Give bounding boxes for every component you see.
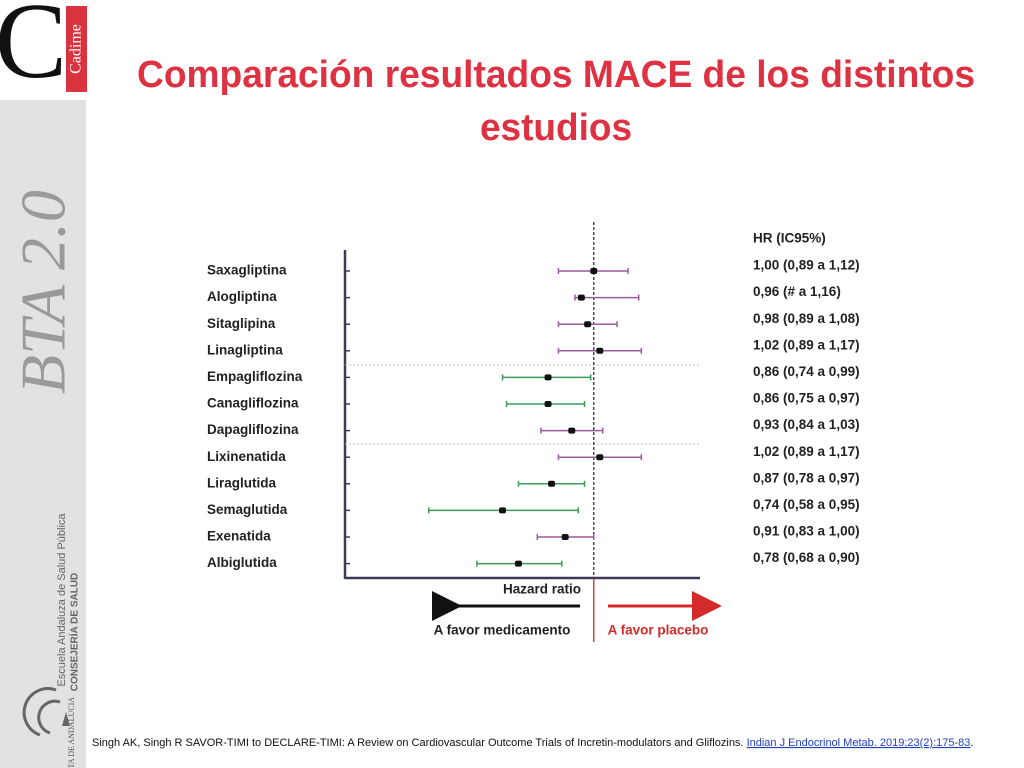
category-label: Liraglutida	[207, 475, 276, 490]
value-label: 0,93 (0,84 a 1,03)	[753, 417, 860, 432]
category-label: Sitaglipina	[207, 316, 276, 331]
sidebar	[0, 100, 86, 768]
value-label: 0,96 (# a 1,16)	[753, 284, 841, 299]
point-estimate	[544, 374, 552, 381]
value-label: 1,02 (0,89 a 1,17)	[753, 444, 860, 459]
value-label: 0,86 (0,75 a 0,97)	[753, 391, 860, 406]
point-estimate	[514, 560, 522, 567]
logo-name: Cadime	[68, 24, 85, 74]
logo-bar	[66, 6, 87, 92]
logo-emblem	[22, 687, 70, 737]
ministry: CONSEJERÍA DE SALUD	[68, 573, 81, 692]
chart-title: estudios	[480, 107, 632, 149]
category-label: Lixinenatida	[207, 449, 286, 464]
value-label: 0,74 (0,58 a 0,95)	[753, 497, 860, 512]
citation: Singh AK, Singh R SAVOR-TIMI to DECLARE-…	[92, 737, 973, 749]
value-label: 1,02 (0,89 a 1,17)	[753, 337, 860, 352]
x-axis-title: Hazard ratio	[503, 582, 581, 597]
point-estimate	[499, 507, 507, 514]
category-label: Albiglutida	[207, 555, 277, 570]
category-label: Exenatida	[207, 529, 271, 544]
citation-link[interactable]: Indian J Endocrinol Metab. 2019;23(2):17…	[747, 737, 971, 749]
point-estimate	[577, 294, 585, 301]
citation-text: Singh AK, Singh R SAVOR-TIMI to DECLARE-…	[92, 737, 744, 749]
category-label: Dapagliflozina	[207, 422, 299, 437]
category-label: Alogliptina	[207, 289, 277, 304]
point-estimate	[596, 454, 604, 461]
category-label: Linagliptina	[207, 342, 283, 357]
chart-title: Comparación resultados MACE de los disti…	[137, 54, 975, 96]
citation-end: .	[970, 737, 973, 749]
point-estimate	[596, 347, 604, 354]
logo-letter: C	[0, 0, 67, 101]
right-label: A favor placebo	[608, 623, 709, 638]
point-estimate	[561, 534, 569, 540]
category-label: Empagliflozina	[207, 369, 303, 384]
category-label: Canagliflozina	[207, 396, 299, 411]
point-estimate	[568, 427, 576, 434]
value-label: 0,78 (0,68 a 0,90)	[753, 550, 860, 565]
category-label: Semaglutida	[207, 502, 288, 517]
point-estimate	[590, 268, 598, 274]
point-estimate	[544, 401, 552, 407]
value-label: 0,86 (0,74 a 0,99)	[753, 364, 860, 379]
labels-header: HR (IC95%)	[753, 231, 826, 246]
value-label: 0,91 (0,83 a 1,00)	[753, 524, 860, 539]
left-label: A favor medicamento	[434, 623, 571, 638]
value-label: 1,00 (0,89 a 1,12)	[753, 258, 860, 273]
value-label: 0,98 (0,89 a 1,08)	[753, 311, 860, 326]
brand: BTA 2.0	[8, 190, 79, 394]
school: Escuela Andaluza de Salud Pública	[56, 513, 68, 687]
point-estimate	[584, 321, 592, 328]
point-estimate	[548, 480, 556, 487]
government: JUNTA DE ANDALUCIA	[67, 697, 76, 768]
value-label: 0,87 (0,78 a 0,97)	[753, 470, 860, 485]
category-label: Saxagliptina	[207, 263, 287, 278]
